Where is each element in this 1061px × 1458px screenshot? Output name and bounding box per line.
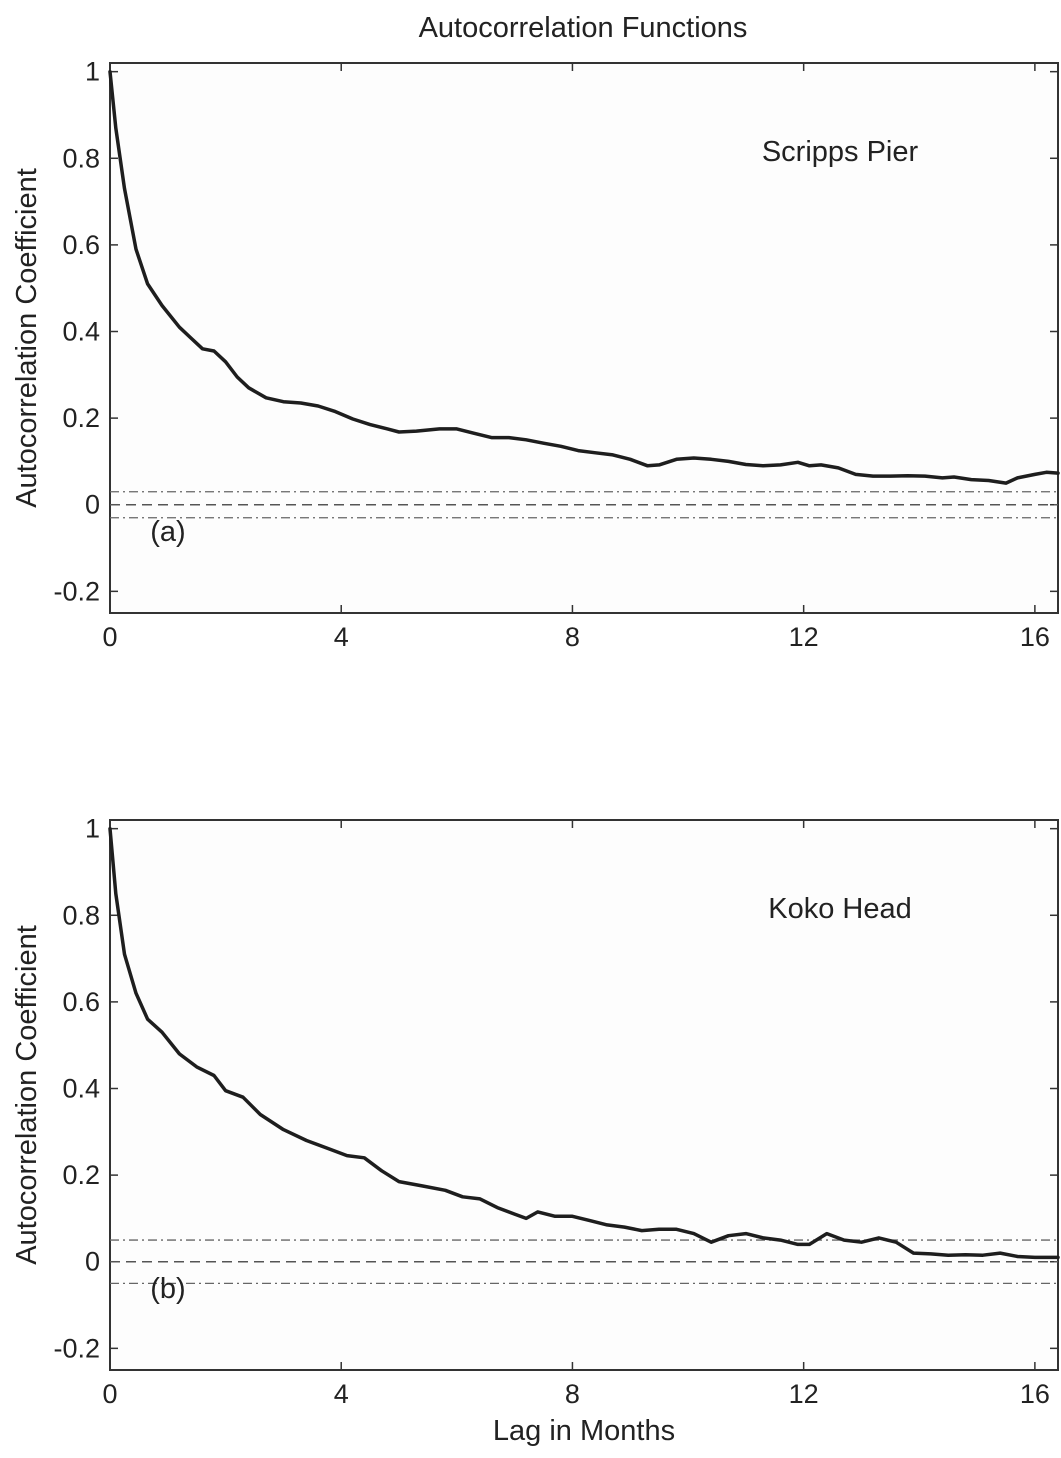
x-tick-label: 12: [789, 622, 819, 652]
y-tick-label: 0: [85, 490, 100, 520]
autocorrelation-series-line: [108, 826, 1060, 1260]
x-tick-label: 16: [1020, 622, 1050, 652]
autocorrelation-series-line: [108, 69, 1060, 485]
y-tick-label: -0.2: [53, 1333, 100, 1363]
x-axis-label: Lag in Months: [493, 1415, 675, 1447]
y-tick-label: 0.4: [62, 317, 100, 347]
y-axis-label: Autocorrelation Coefficient: [11, 168, 43, 508]
plot-frame: [109, 819, 1059, 1371]
plot-frame: [109, 62, 1059, 614]
y-tick-label: 0.2: [62, 403, 100, 433]
x-tick-label: 0: [102, 622, 117, 652]
y-tick-label: 1: [85, 814, 100, 844]
figure-title: Autocorrelation Functions: [419, 12, 748, 44]
y-tick-label: 0.2: [62, 1160, 100, 1190]
y-axis-label: Autocorrelation Coefficient: [11, 925, 43, 1265]
x-tick-label: 16: [1020, 1379, 1050, 1409]
y-tick-label: 0: [85, 1247, 100, 1277]
site-annotation: Koko Head: [768, 893, 912, 925]
site-annotation: Scripps Pier: [762, 136, 919, 168]
x-tick-label: 4: [334, 622, 349, 652]
x-tick-label: 4: [334, 1379, 349, 1409]
y-tick-label: 0.4: [62, 1074, 100, 1104]
x-tick-label: 0: [102, 1379, 117, 1409]
y-tick-label: 1: [85, 57, 100, 87]
y-tick-label: 0.6: [62, 987, 100, 1017]
x-tick-label: 8: [565, 1379, 580, 1409]
x-tick-label: 8: [565, 622, 580, 652]
y-tick-label: 0.8: [62, 143, 100, 173]
y-tick-label: 0.8: [62, 900, 100, 930]
panel-label: (a): [150, 516, 185, 548]
y-tick-label: -0.2: [53, 576, 100, 606]
x-tick-label: 12: [789, 1379, 819, 1409]
panel-label: (b): [150, 1273, 185, 1305]
y-tick-label: 0.6: [62, 230, 100, 260]
